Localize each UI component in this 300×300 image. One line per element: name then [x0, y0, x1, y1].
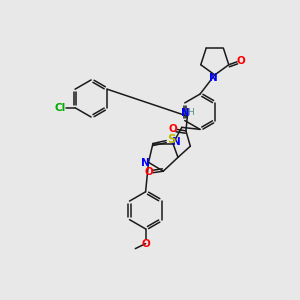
Text: O: O [141, 238, 150, 249]
Text: O: O [168, 124, 177, 134]
Text: N: N [172, 137, 180, 147]
Text: O: O [237, 56, 245, 66]
Text: S: S [167, 134, 176, 146]
Text: N: N [181, 108, 189, 118]
Text: N: N [141, 158, 149, 168]
Text: O: O [144, 167, 153, 177]
Text: Cl: Cl [54, 103, 65, 113]
Text: N: N [209, 74, 218, 83]
Text: H: H [188, 108, 194, 117]
